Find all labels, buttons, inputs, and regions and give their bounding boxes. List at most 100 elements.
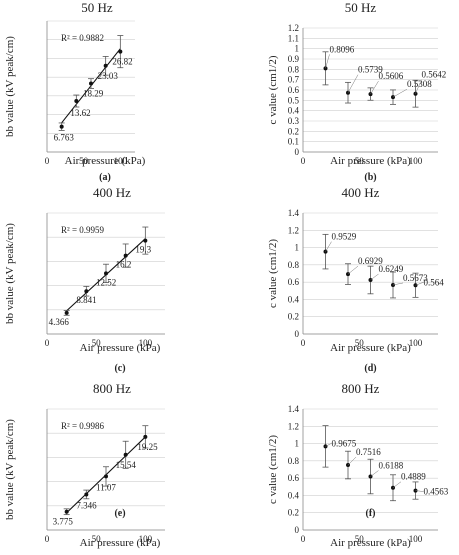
y-tick-label: 1 — [295, 439, 300, 449]
data-label: 19.25 — [137, 442, 158, 452]
data-point — [104, 271, 108, 276]
x-tick-label: 0 — [301, 156, 306, 166]
r-squared-label: R² = 0.9986 — [61, 421, 105, 431]
x-tick-label: 100 — [409, 338, 423, 348]
x-tick-label: 0 — [45, 156, 50, 166]
label-leader-line — [370, 273, 379, 281]
y-tick-label: 0.8 — [288, 456, 300, 466]
data-point — [84, 289, 89, 294]
data-label: 16.2 — [116, 260, 132, 270]
data-label: 0.6188 — [379, 461, 404, 471]
x-tick-label: 50 — [92, 338, 102, 348]
data-point — [143, 434, 148, 439]
x-axis-label: Air pressure (kPa) — [330, 342, 411, 354]
r-squared-label: R² = 0.9882 — [61, 33, 104, 43]
y-axis-label: bb value (kV peak/cm) — [4, 36, 16, 137]
label-leader-line — [325, 443, 332, 447]
data-label: 0.5739 — [358, 65, 383, 75]
x-axis-label: Air pressure (kPa) — [80, 342, 161, 354]
y-tick-label: 1.2 — [288, 23, 299, 33]
panel-label: (a) — [99, 172, 111, 183]
data-label: 8.841 — [76, 295, 96, 305]
chart-title: 800 Hz — [93, 381, 131, 396]
x-tick-label: 0 — [45, 534, 50, 544]
x-tick-label: 100 — [409, 156, 423, 166]
y-axis-label: bb value (kV peak/cm) — [4, 419, 16, 520]
data-point — [84, 492, 89, 497]
data-label: 11.07 — [96, 482, 116, 492]
x-axis-label: Air pressure (kPa) — [80, 537, 161, 549]
data-label: 0.5642 — [422, 70, 447, 80]
data-label: 4.366 — [49, 317, 70, 327]
data-label: 0.8096 — [330, 44, 355, 54]
label-leader-line — [392, 282, 404, 286]
data-label: 13.62 — [70, 108, 90, 118]
y-tick-label: 0 — [295, 329, 300, 339]
x-axis-label: Air pressure (kPa) — [330, 537, 411, 549]
data-label: 18.29 — [83, 89, 104, 99]
y-tick-label: 1.1 — [288, 33, 299, 43]
panel-label: (e) — [114, 508, 125, 519]
data-point — [123, 253, 128, 258]
data-label: 0.9675 — [332, 438, 357, 448]
y-tick-label: 0.6 — [288, 473, 300, 483]
x-tick-label: 100 — [409, 534, 423, 544]
data-label: 15.54 — [116, 460, 137, 470]
data-label: 0.9529 — [332, 232, 357, 242]
label-leader-line — [347, 265, 359, 275]
chart-title: 400 Hz — [93, 185, 131, 200]
panel-label: (c) — [114, 363, 125, 374]
label-leader-line — [415, 282, 424, 286]
y-tick-label: 0.4 — [288, 106, 300, 116]
data-point — [74, 99, 79, 104]
y-tick-label: 1.4 — [288, 208, 300, 218]
y-tick-label: 0.6 — [288, 85, 300, 95]
data-label: 6.763 — [54, 133, 75, 143]
panel-label: (b) — [364, 172, 376, 183]
x-tick-label: 100 — [139, 338, 153, 348]
chart-title: 800 Hz — [342, 381, 380, 396]
x-axis-label: Air pressure (kPa) — [330, 155, 411, 167]
label-leader-line — [347, 456, 357, 466]
data-point — [104, 474, 108, 479]
x-tick-label: 50 — [355, 338, 365, 348]
data-label: 0.5606 — [379, 71, 404, 81]
y-tick-label: 0.8 — [288, 260, 300, 270]
data-label: 0.4889 — [401, 472, 426, 482]
x-tick-label: 100 — [139, 534, 153, 544]
label-leader-line — [415, 490, 424, 492]
y-tick-label: 0 — [295, 147, 300, 157]
data-label: 23.03 — [98, 71, 119, 81]
y-tick-label: 1.4 — [288, 404, 300, 414]
data-label: 0.4563 — [424, 487, 449, 497]
data-point — [64, 509, 69, 514]
data-point — [59, 124, 64, 129]
chart-title: 50 Hz — [81, 0, 113, 15]
y-tick-label: 0 — [295, 525, 300, 535]
y-tick-label: 0.4 — [288, 490, 300, 500]
y-tick-label: 1.2 — [288, 225, 299, 235]
y-axis-label: c value (cm1/2) — [267, 55, 279, 124]
label-leader-line — [325, 241, 332, 252]
data-label: 0.564 — [424, 277, 445, 287]
y-tick-label: 0.2 — [288, 312, 299, 322]
data-point — [118, 49, 123, 54]
y-tick-label: 0.9 — [288, 54, 300, 64]
panel-label: (f) — [366, 508, 376, 519]
x-axis-label: Air pressure (kPa) — [65, 155, 146, 167]
y-tick-label: 0.6 — [288, 277, 300, 287]
y-tick-label: 1 — [295, 243, 300, 253]
y-tick-label: 0.1 — [288, 137, 299, 147]
r-squared-label: R² = 0.9959 — [61, 225, 105, 235]
label-leader-line — [370, 80, 379, 95]
y-tick-label: 0.7 — [288, 75, 300, 85]
data-label: 3.775 — [53, 517, 74, 527]
y-tick-label: 0.2 — [288, 126, 299, 136]
label-leader-line — [392, 481, 402, 488]
panel-label: (d) — [364, 363, 376, 374]
